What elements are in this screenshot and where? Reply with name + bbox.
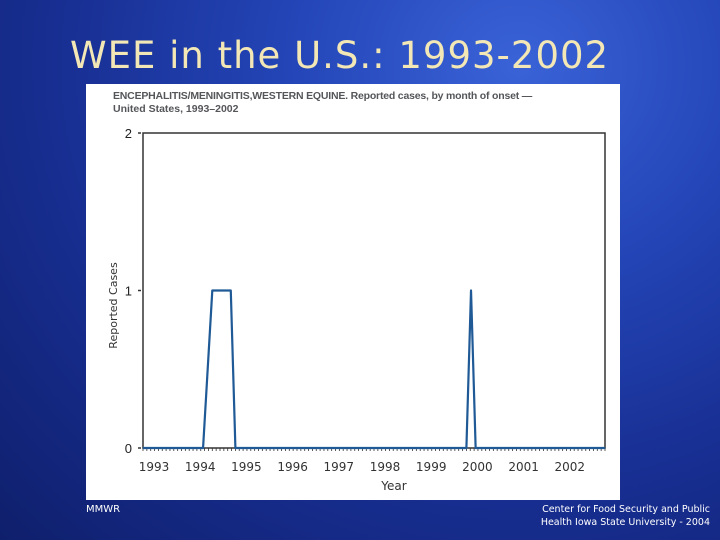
x-tick-label-1998: 1998 [370, 460, 401, 474]
chart-subtitle: United States, 1993–2002 [113, 103, 239, 115]
x-tick-label-1994: 1994 [185, 460, 216, 474]
series-line-0 [143, 289, 605, 450]
x-minor-ticks [142, 448, 606, 451]
x-tick-label-2002: 2002 [555, 460, 586, 474]
y-axis-title: Reported Cases [107, 262, 120, 349]
x-tick-label-1995: 1995 [231, 460, 262, 474]
x-tick-label-1997: 1997 [324, 460, 355, 474]
footer-source: MMWR [86, 504, 121, 515]
footer-credit-line-1: Center for Food Security and Public [542, 504, 710, 515]
x-tick-label-1999: 1999 [416, 460, 447, 474]
x-tick-label-1996: 1996 [277, 460, 308, 474]
y-tick-label-0: 0 [125, 441, 132, 456]
x-tick-label-2000: 2000 [462, 460, 493, 474]
x-axis-title: Year [380, 479, 406, 493]
y-tick-label-2: 2 [125, 126, 132, 141]
chart-svg: 0 1 2 1993 1994 1995 1996 1997 1998 1999 2000 2001 2… [107, 126, 606, 493]
x-tick-label-1993: 1993 [139, 460, 170, 474]
chart-title: ENCEPHALITIS/MENINGITIS,WESTERN EQUINE. … [113, 90, 533, 102]
x-tick-label-2001: 2001 [508, 460, 539, 474]
footer-credit-line-2: Health Iowa State University - 2004 [540, 517, 710, 528]
slide-title: WEE in the U.S.: 1993-2002 [70, 34, 610, 77]
footer-credit: Center for Food Security and Public Heal… [500, 503, 710, 529]
y-tick-label-1: 1 [125, 284, 132, 299]
chart-panel: ENCEPHALITIS/MENINGITIS,WESTERN EQUINE. … [86, 84, 620, 500]
